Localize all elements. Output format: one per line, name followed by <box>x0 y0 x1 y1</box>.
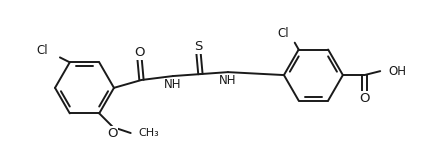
Text: O: O <box>134 46 145 59</box>
Text: O: O <box>107 127 117 140</box>
Text: O: O <box>359 92 370 105</box>
Text: NH: NH <box>219 74 237 88</box>
Text: NH: NH <box>164 78 182 91</box>
Text: S: S <box>194 40 202 53</box>
Text: Cl: Cl <box>36 44 48 57</box>
Text: OH: OH <box>388 65 406 78</box>
Text: Cl: Cl <box>277 27 289 40</box>
Text: CH₃: CH₃ <box>138 128 159 138</box>
